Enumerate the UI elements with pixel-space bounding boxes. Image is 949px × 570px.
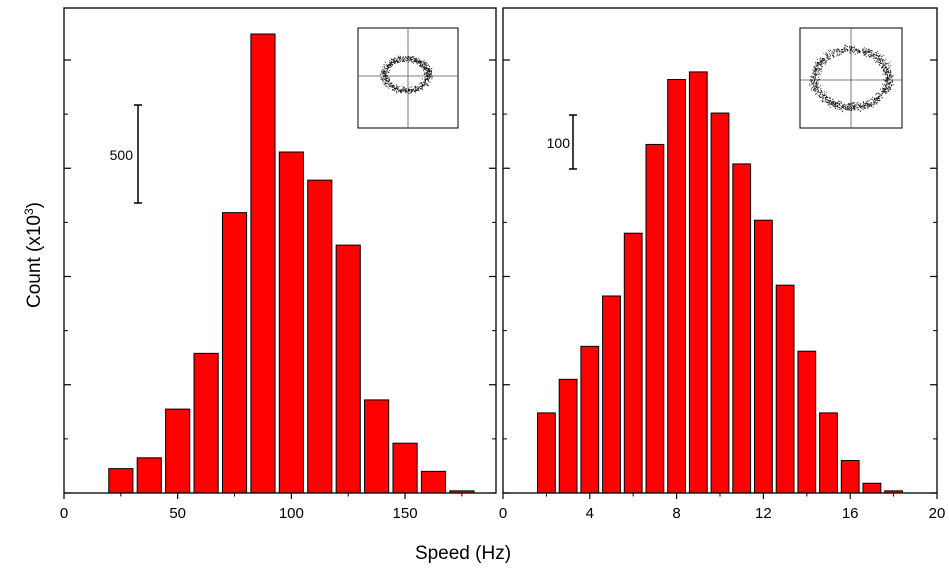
inset-scatter — [799, 27, 903, 129]
bar — [108, 468, 134, 494]
y-axis-label-main: Count (x10 — [24, 215, 45, 308]
bar — [250, 33, 276, 494]
bar — [420, 470, 447, 494]
x-tick-label: 50 — [169, 505, 186, 522]
bar — [819, 412, 838, 494]
y-axis-label-exponent: 3 — [22, 208, 36, 215]
x-tick-label: 0 — [499, 505, 507, 522]
bar — [667, 78, 686, 494]
bar — [754, 219, 773, 494]
bar — [797, 350, 817, 494]
bar — [165, 408, 191, 494]
scale-bar-label: 500 — [110, 147, 134, 163]
bar — [221, 212, 248, 494]
bar — [335, 244, 361, 494]
bar — [392, 442, 418, 494]
inset-scatter — [357, 27, 459, 129]
bar — [193, 352, 219, 494]
x-tick-label: 4 — [586, 505, 594, 522]
y-axis-label-close: ) — [24, 202, 45, 208]
x-tick-label: 0 — [60, 505, 68, 522]
bar — [602, 295, 621, 494]
x-tick-label: 100 — [279, 505, 304, 522]
bar — [623, 232, 643, 494]
x-tick-label: 150 — [393, 505, 418, 522]
bar — [307, 179, 333, 494]
bar — [688, 71, 708, 494]
scale-bar-label: 100 — [547, 135, 571, 151]
bar — [862, 482, 882, 494]
bar — [580, 345, 600, 494]
bar — [775, 284, 795, 494]
x-tick-label: 12 — [755, 505, 772, 522]
bar — [278, 151, 304, 494]
left-panel: 0 50 100 150 500 — [60, 7, 497, 522]
bar — [364, 399, 390, 494]
bar — [840, 460, 860, 494]
x-tick-label: 20 — [929, 505, 946, 522]
right-panel: 0 4 8 12 16 20 100 — [499, 7, 946, 522]
x-axis-label: Speed (Hz) — [415, 543, 511, 564]
x-tick-label: 8 — [672, 505, 680, 522]
bar — [732, 163, 752, 494]
bar — [645, 143, 665, 494]
y-axis-label: Count (x103) — [22, 202, 45, 308]
plot-frame — [63, 7, 497, 494]
bar — [710, 112, 730, 494]
bar — [558, 378, 578, 494]
bar — [537, 412, 556, 494]
bar — [136, 457, 162, 494]
x-tick-label: 16 — [842, 505, 859, 522]
